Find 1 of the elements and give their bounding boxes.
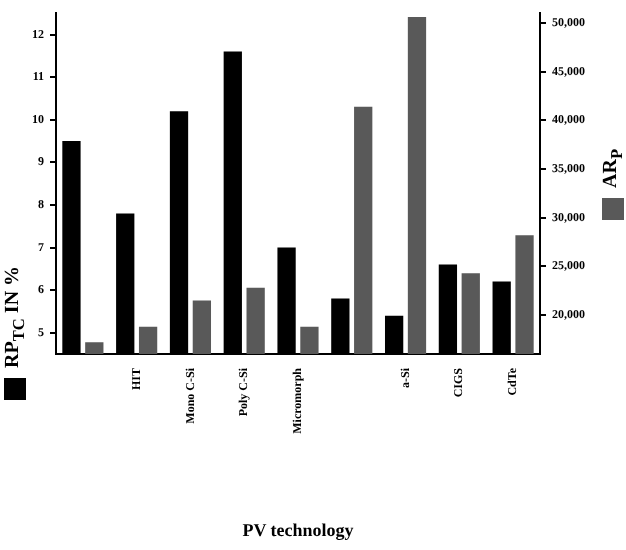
x-axis-title: PV technology — [242, 519, 355, 540]
